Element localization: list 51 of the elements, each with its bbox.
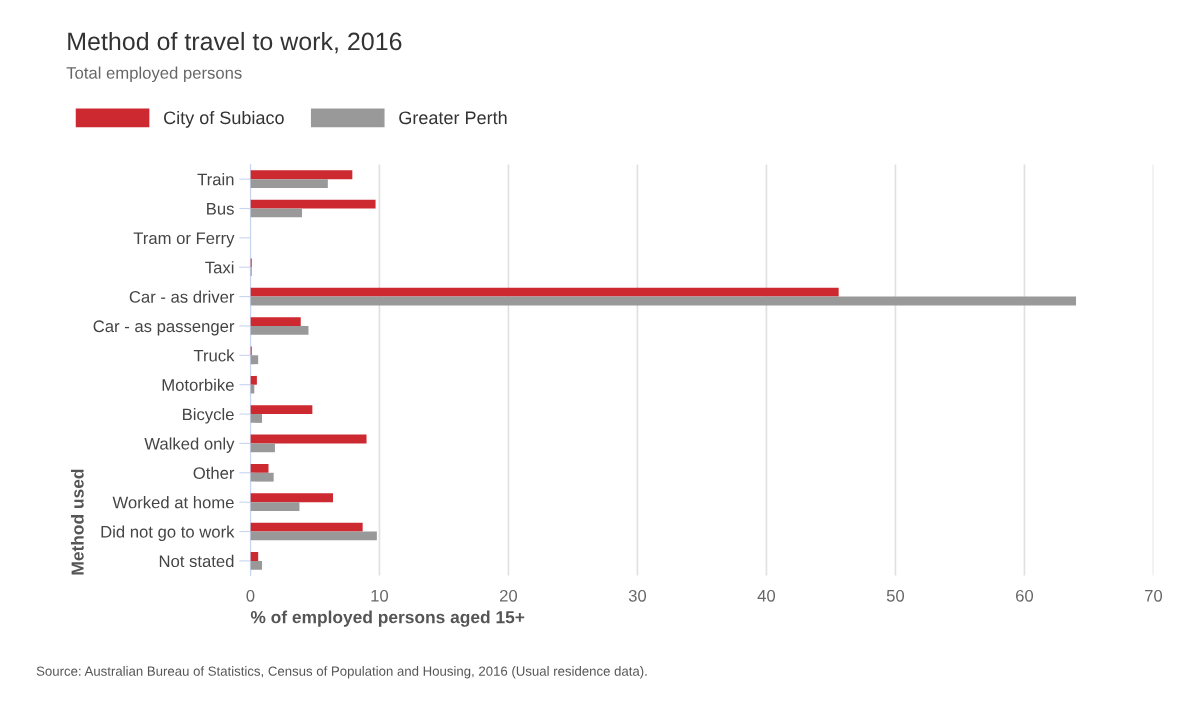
x-tick-label: 0 [246,589,255,602]
bar [250,463,269,473]
bar [250,531,377,541]
y-tick-label: Bus [207,203,234,215]
bar [250,552,259,561]
source-note: Source: Australian Bureau of Statistics, Census of Population and Housing, 2016 (Usual residence data). [36,666,647,679]
bar [250,325,309,335]
bar [250,170,353,180]
x-tick-label: 20 [500,589,518,602]
y-axis-title: Method used [71,469,84,575]
bar [250,375,257,385]
y-tick-label: Car - as passenger [93,320,235,336]
y-tick-label: Taxi [205,261,234,274]
x-tick-label: 60 [1016,589,1034,602]
x-tick-label: 10 [371,589,389,602]
bar [250,199,376,209]
y-tick-label: Bicycle [183,408,234,424]
legend-label: Greater Perth [399,110,507,125]
bar [250,287,839,297]
bar [250,560,263,570]
bar [250,443,275,453]
bar [250,434,367,444]
y-tick-label: Walked only [144,437,235,453]
bar [250,405,313,415]
chart-title: Method of travel to work, 2016 [68,31,402,54]
bar [250,522,363,532]
x-tick-label: 70 [1145,589,1163,602]
x-tick-label: 50 [886,589,905,602]
x-tick-label: 30 [628,589,647,602]
legend-label: City of Subiaco [164,110,284,128]
bar [250,493,333,503]
y-tick-label: Tram or Ferry [133,232,235,248]
bar [250,472,274,482]
y-tick-label: Other [193,466,235,479]
y-tick-label: Train [197,173,234,186]
y-tick-label: Motorbike [162,378,234,391]
bar [250,355,259,365]
bar [250,296,1077,306]
y-tick-label: Truck [193,349,235,362]
y-tick-label: Not stated [159,554,234,568]
bar [250,317,301,326]
chart-subtitle: Total employed persons [66,66,242,83]
y-tick-label: Car - as driver [129,290,235,303]
bar [250,179,328,188]
y-tick-label: Did not go to work [101,525,235,542]
bar [250,208,303,218]
x-tick-label: 40 [757,589,776,602]
bar [250,502,300,511]
x-axis-title: % of employed persons aged 15+ [250,610,525,627]
bar [250,414,263,423]
y-tick-label: Worked at home [112,496,234,509]
